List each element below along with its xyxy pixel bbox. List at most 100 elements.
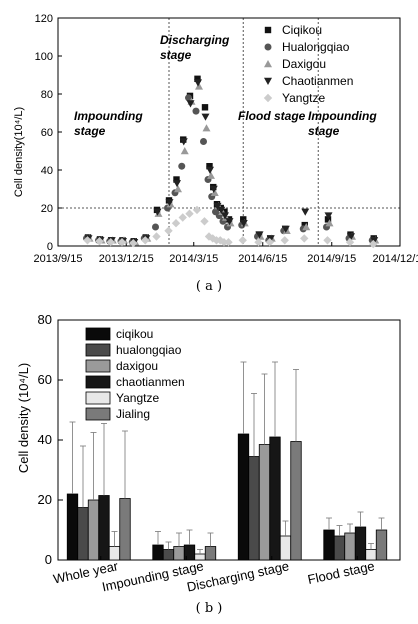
chart-a-point [301, 208, 310, 216]
chart-a-xtick-label: 2014/12/15 [372, 253, 418, 265]
chart-b-bar [290, 441, 302, 561]
chart-a-point [179, 138, 188, 146]
chart-a-point [174, 185, 182, 193]
chart-a-legend-marker [264, 77, 272, 85]
chart-a-point [171, 219, 181, 228]
chart-b-y-ticks: 0 20 40 60 80 [38, 312, 63, 567]
chart-a-point [324, 216, 332, 223]
chart-b-ytick-label: 0 [45, 552, 52, 567]
chart-a-legend-label: Hualongqiao [282, 40, 350, 54]
chart-a-xtick-label: 2013/9/15 [34, 253, 83, 265]
chart-a-legend-label: Yangtze [282, 91, 325, 105]
chart-b-bar [87, 499, 100, 561]
chart-a-ytick-label: 20 [41, 203, 53, 215]
chart-a-point [208, 234, 217, 243]
chart-b-bars [66, 433, 388, 561]
chart-a-point [165, 199, 174, 207]
chart-b-legend-swatch [85, 375, 111, 389]
chart-a-ylabel: Cell density(10⁴/L) [13, 107, 25, 197]
chart-b-bar [248, 456, 260, 561]
chart-b-legend: ciqikou hualongqiao daxigou chaotianmen Yang… [85, 327, 185, 421]
chart-b-bar [119, 498, 131, 561]
chart-a-point [210, 188, 219, 196]
chart-a-point [207, 171, 215, 179]
caption-b: ( b ) [196, 601, 223, 616]
chart-a-point [281, 225, 290, 233]
chart-a-ytick-label: 0 [47, 241, 53, 253]
chart-a-point [202, 124, 211, 132]
caption-a: ( a ) [196, 279, 222, 294]
chart-a-point [301, 221, 308, 229]
chart-a-point [152, 223, 159, 231]
chart-b-bar [354, 526, 367, 561]
chart-b-legend-swatch [85, 343, 111, 357]
chart-a-point [265, 238, 274, 247]
chart-a-xtick-label: 2014/6/15 [238, 253, 287, 265]
chart-a-point [300, 234, 309, 243]
chart-b-bar [375, 529, 388, 561]
chart-b-bar [162, 549, 175, 561]
chart-b-legend-swatch [85, 359, 111, 373]
chart-a-ytick-label: 80 [41, 89, 53, 101]
chart-a-annotation-flood: Flood stage [238, 109, 306, 123]
chart-a-annotation-impounding1: Impounding [74, 109, 143, 123]
chart-b-ytick-label: 20 [38, 492, 52, 507]
chart-b-legend-label: ciqikou [116, 327, 153, 341]
chart-a-annotation-impounding1-line2: stage [74, 124, 106, 138]
chart-a-legend-marker [264, 43, 272, 51]
chart-b-bar [344, 532, 356, 561]
chart-a-ytick-label: 120 [35, 13, 53, 25]
chart-b-legend-swatch [85, 407, 111, 421]
chart-a-y-ticks: 0 20 40 60 80 100 120 [35, 13, 62, 253]
chart-a-point [324, 212, 333, 220]
chart-a-point [152, 232, 161, 241]
chart-a-point [280, 236, 289, 245]
chart-a-ytick-label: 100 [35, 51, 53, 63]
chart-a-point [266, 235, 275, 243]
chart-b-legend-label: Jialing [116, 407, 150, 421]
chart-a-series-yangtze [83, 205, 378, 249]
chart-b-legend-label: daxigou [116, 359, 158, 373]
chart-a-point [213, 202, 222, 211]
chart-a-series-daxigou [85, 82, 380, 246]
chart-a-point [185, 209, 194, 218]
chart-a-point [164, 226, 173, 235]
chart-a-point [192, 107, 200, 115]
chart-b: Cell density (10⁴/L) 0 20 40 60 80 Whole yea… [16, 312, 401, 595]
chart-a-annotation-impounding2: Impounding [308, 109, 377, 123]
chart-b-xtick-label: Flood stage [306, 558, 376, 587]
chart-b-bar [98, 495, 110, 561]
chart-a-point [224, 238, 233, 247]
chart-a-point [347, 233, 355, 241]
chart-a-point [221, 212, 229, 220]
chart-a-legend-label: Ciqikou [282, 23, 322, 37]
chart-a-point [370, 237, 379, 245]
chart-a-point [217, 206, 226, 214]
chart-a-point [180, 147, 189, 155]
chart-b-legend-label: Yangtze [116, 391, 159, 405]
chart-a-point [254, 238, 263, 247]
chart-a-point [201, 104, 209, 111]
chart-b-ylabel: Cell density (10⁴/L) [16, 363, 31, 473]
chart-a-xtick-label: 2013/12/15 [99, 253, 154, 265]
chart-a-reference-lines [58, 18, 400, 246]
chart-a-point [83, 236, 92, 245]
chart-a-point [195, 82, 203, 90]
chart-a-point [204, 232, 214, 241]
chart-a-point [206, 166, 214, 174]
chart-a-point [325, 219, 334, 227]
chart-b-bar [258, 444, 271, 561]
chart-b-legend-swatch [85, 327, 111, 341]
chart-a-point [192, 205, 202, 215]
chart-a-point [194, 75, 201, 82]
chart-a-point [129, 238, 138, 248]
chart-a-point [186, 100, 195, 108]
chart-a-xtick-label: 2014/3/15 [169, 253, 218, 265]
chart-a-point [323, 236, 332, 245]
chart-b-bar [152, 544, 164, 561]
chart-b-bar [237, 433, 250, 561]
chart-a: Cell density(10⁴/L) 0 20 40 60 80 100 120 2013… [13, 13, 418, 265]
chart-a-point [221, 208, 228, 215]
